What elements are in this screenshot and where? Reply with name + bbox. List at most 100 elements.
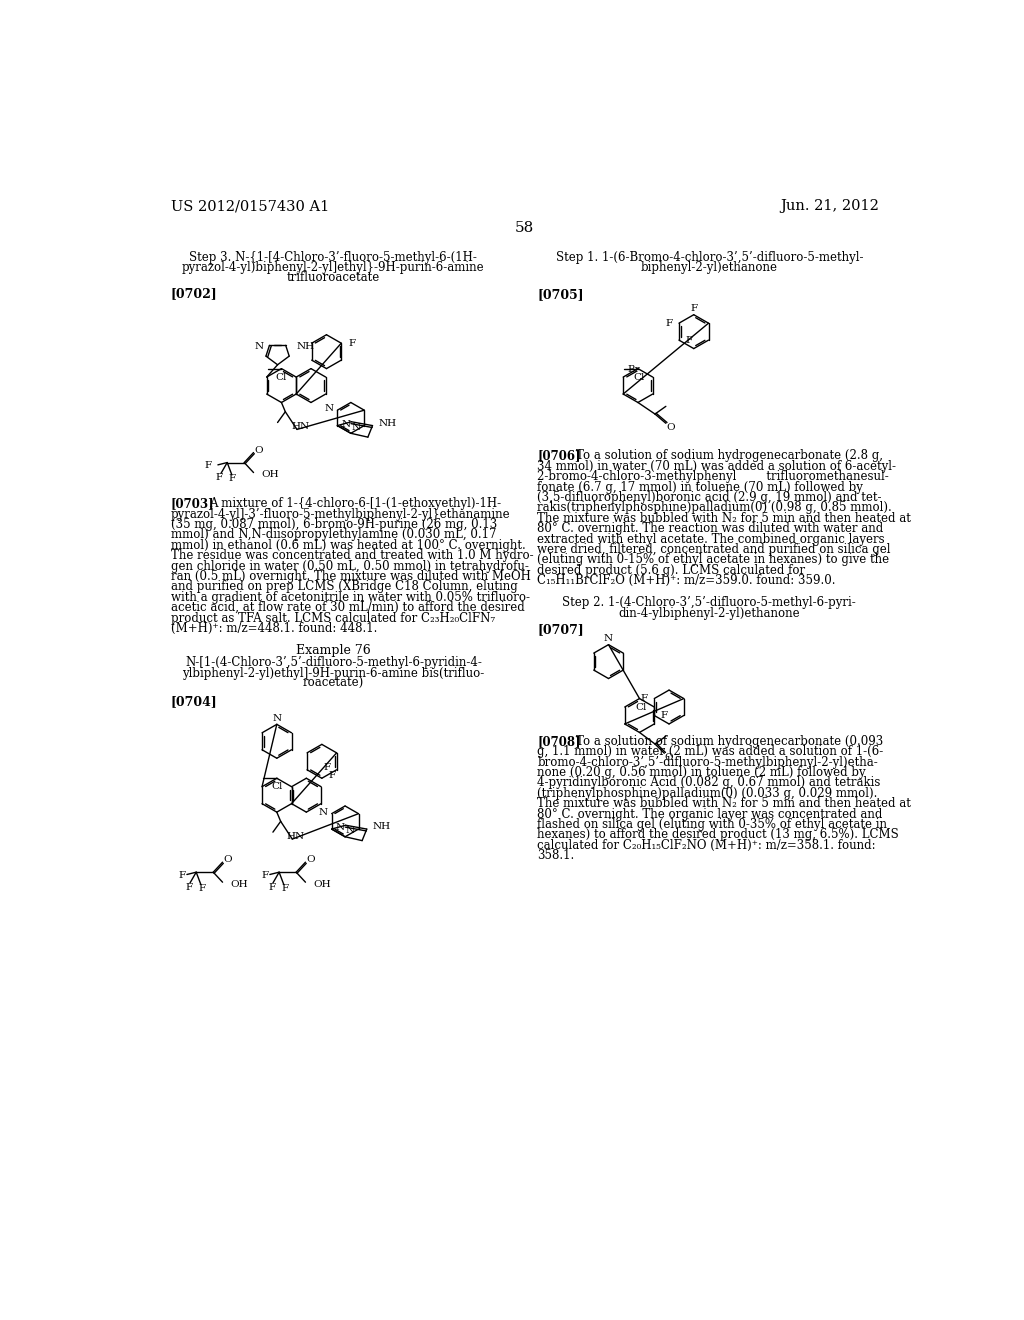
Text: [0702]: [0702]: [171, 286, 217, 300]
Text: g, 1.1 mmol) in water (2 mL) was added a solution of 1-(6-: g, 1.1 mmol) in water (2 mL) was added a…: [538, 744, 884, 758]
Text: OH: OH: [261, 470, 279, 479]
Text: N: N: [351, 422, 360, 432]
Text: bromo-4-chloro-3’,5’-difluoro-5-methylbiphenyl-2-yl)etha-: bromo-4-chloro-3’,5’-difluoro-5-methylbi…: [538, 755, 878, 768]
Text: mmol) and N,N-diisopropylethylamine (0.030 mL, 0.17: mmol) and N,N-diisopropylethylamine (0.0…: [171, 528, 496, 541]
Text: N: N: [345, 826, 354, 836]
Text: N: N: [325, 404, 334, 413]
Text: N: N: [341, 420, 350, 429]
Text: 58: 58: [515, 220, 535, 235]
Text: desired product (5.6 g). LCMS calculated for: desired product (5.6 g). LCMS calculated…: [538, 564, 805, 577]
Text: Cl: Cl: [271, 783, 283, 791]
Text: acetic acid, at flow rate of 30 mL/min) to afford the desired: acetic acid, at flow rate of 30 mL/min) …: [171, 601, 524, 614]
Text: Cl: Cl: [275, 372, 287, 381]
Text: F: F: [324, 763, 331, 772]
Text: ran (0.5 mL) overnight. The mixture was diluted with MeOH: ran (0.5 mL) overnight. The mixture was …: [171, 570, 530, 583]
Text: Step 2. 1-(4-Chloro-3’,5’-difluoro-5-methyl-6-pyri-: Step 2. 1-(4-Chloro-3’,5’-difluoro-5-met…: [562, 597, 856, 609]
Text: F: F: [185, 883, 193, 892]
Text: 2-bromo-4-chloro-3-methylphenyl        trifluoromethanesul-: 2-bromo-4-chloro-3-methylphenyl trifluor…: [538, 470, 889, 483]
Text: F: F: [178, 871, 185, 879]
Text: F: F: [328, 771, 335, 780]
Text: (triphenylphosphine)palladium(0) (0.033 g, 0.029 mmol).: (triphenylphosphine)palladium(0) (0.033 …: [538, 787, 878, 800]
Text: [0708]: [0708]: [538, 735, 581, 747]
Text: Cl: Cl: [634, 372, 645, 381]
Text: trifluoroacetate: trifluoroacetate: [287, 271, 380, 284]
Text: biphenyl-2-yl)ethanone: biphenyl-2-yl)ethanone: [641, 261, 778, 273]
Text: C₁₅H₁₁BrClF₂O (M+H)⁺: m/z=359.0. found: 359.0.: C₁₅H₁₁BrClF₂O (M+H)⁺: m/z=359.0. found: …: [538, 574, 836, 587]
Text: 80° C. overnight. The reaction was diluted with water and: 80° C. overnight. The reaction was dilut…: [538, 523, 884, 535]
Text: 80° C. overnight. The organic layer was concentrated and: 80° C. overnight. The organic layer was …: [538, 808, 883, 821]
Text: HN: HN: [292, 422, 309, 430]
Text: (eluting with 0-15% of ethyl acetate in hexanes) to give the: (eluting with 0-15% of ethyl acetate in …: [538, 553, 889, 566]
Text: (M+H)⁺: m/z=448.1. found: 448.1.: (M+H)⁺: m/z=448.1. found: 448.1.: [171, 622, 377, 635]
Text: mmol) in ethanol (0.6 mL) was heated at 100° C. overnight.: mmol) in ethanol (0.6 mL) was heated at …: [171, 539, 525, 552]
Text: NH: NH: [379, 418, 397, 428]
Text: The mixture was bubbled with N₂ for 5 min and then heated at: The mixture was bubbled with N₂ for 5 mi…: [538, 512, 911, 525]
Text: none (0.20 g, 0.56 mmol) in toluene (2 mL) followed by: none (0.20 g, 0.56 mmol) in toluene (2 m…: [538, 766, 866, 779]
Text: pyrazol-4-yl)biphenyl-2-yl]ethyl}-9H-purin-6-amine: pyrazol-4-yl)biphenyl-2-yl]ethyl}-9H-pur…: [182, 261, 484, 273]
Text: O: O: [306, 855, 315, 865]
Text: fonate (6.7 g, 17 mmol) in toluene (70 mL) followed by: fonate (6.7 g, 17 mmol) in toluene (70 m…: [538, 480, 863, 494]
Text: N-[1-(4-Chloro-3’,5’-difluoro-5-methyl-6-pyridin-4-: N-[1-(4-Chloro-3’,5’-difluoro-5-methyl-6…: [185, 656, 482, 669]
Text: extracted with ethyl acetate. The combined organic layers: extracted with ethyl acetate. The combin…: [538, 533, 885, 545]
Text: NH: NH: [373, 822, 391, 832]
Text: 4-pyridinylboronic Acid (0.082 g, 0.67 mmol) and tetrakis: 4-pyridinylboronic Acid (0.082 g, 0.67 m…: [538, 776, 881, 789]
Text: Jun. 21, 2012: Jun. 21, 2012: [780, 199, 879, 213]
Text: and purified on prep LCMS (XBridge C18 Column, eluting: and purified on prep LCMS (XBridge C18 C…: [171, 581, 517, 594]
Text: N: N: [272, 714, 282, 722]
Text: (35 mg, 0.087 mmol), 6-bromo-9H-purine (26 mg, 0.13: (35 mg, 0.087 mmol), 6-bromo-9H-purine (…: [171, 517, 497, 531]
Text: F: F: [685, 335, 692, 345]
Text: Step 3. N-{1-[4-Chloro-3’-fluoro-5-methyl-6-(1H-: Step 3. N-{1-[4-Chloro-3’-fluoro-5-methy…: [189, 251, 477, 264]
Text: ylbiphenyl-2-yl)ethyl]-9H-purin-6-amine bis(trifluo-: ylbiphenyl-2-yl)ethyl]-9H-purin-6-amine …: [182, 667, 484, 680]
Text: OH: OH: [313, 880, 331, 888]
Text: OH: OH: [230, 880, 248, 888]
Text: Cl: Cl: [635, 702, 646, 711]
Text: F: F: [216, 473, 223, 482]
Text: F: F: [641, 694, 648, 704]
Text: F: F: [261, 871, 268, 879]
Text: F: F: [205, 461, 212, 470]
Text: To a solution of sodium hydrogenecarbonate (0.093: To a solution of sodium hydrogenecarbona…: [575, 735, 883, 747]
Text: product as TFA salt. LCMS calculated for C₂₃H₂₀ClFN₇: product as TFA salt. LCMS calculated for…: [171, 611, 495, 624]
Text: with a gradient of acetonitrile in water with 0.05% trifluoro-: with a gradient of acetonitrile in water…: [171, 591, 529, 603]
Text: din-4-ylbiphenyl-2-yl)ethanone: din-4-ylbiphenyl-2-yl)ethanone: [618, 607, 800, 619]
Text: flashed on silica gel (eluting with 0-35% of ethyl acetate in: flashed on silica gel (eluting with 0-35…: [538, 818, 887, 830]
Text: [0707]: [0707]: [538, 623, 584, 636]
Text: pyrazol-4-yl]-3’-fluoro-5-methylbiphenyl-2-yl}ethanamine: pyrazol-4-yl]-3’-fluoro-5-methylbiphenyl…: [171, 508, 510, 520]
Text: F: F: [268, 883, 275, 892]
Text: gen chloride in water (0.50 mL, 0.50 mmol) in tetrahydrofu-: gen chloride in water (0.50 mL, 0.50 mmo…: [171, 560, 528, 573]
Text: roacetate): roacetate): [303, 677, 364, 690]
Text: N: N: [318, 808, 328, 817]
Text: (3,5-difluorophenyl)boronic acid (2.9 g, 19 mmol) and tet-: (3,5-difluorophenyl)boronic acid (2.9 g,…: [538, 491, 882, 504]
Text: The residue was concentrated and treated with 1.0 M hydro-: The residue was concentrated and treated…: [171, 549, 534, 562]
Text: 34 mmol) in water (70 mL) was added a solution of 6-acetyl-: 34 mmol) in water (70 mL) was added a so…: [538, 459, 896, 473]
Text: F: F: [228, 474, 236, 483]
Text: F: F: [348, 339, 355, 347]
Text: O: O: [667, 424, 675, 433]
Text: [0706]: [0706]: [538, 449, 581, 462]
Text: Step 1. 1-(6-Bromo-4-chloro-3’,5’-difluoro-5-methyl-: Step 1. 1-(6-Bromo-4-chloro-3’,5’-difluo…: [555, 251, 863, 264]
Text: F: F: [666, 318, 673, 327]
Text: [0703]: [0703]: [171, 498, 214, 511]
Text: N: N: [336, 824, 345, 832]
Text: NH: NH: [297, 342, 314, 351]
Text: O: O: [255, 446, 263, 454]
Text: 358.1.: 358.1.: [538, 849, 574, 862]
Text: F: F: [690, 304, 697, 313]
Text: HN: HN: [287, 833, 305, 841]
Text: N: N: [604, 634, 613, 643]
Text: rakis(triphenylphosphine)palladium(0) (0.98 g, 0.85 mmol).: rakis(triphenylphosphine)palladium(0) (0…: [538, 502, 892, 515]
Text: The mixture was bubbled with N₂ for 5 min and then heated at: The mixture was bubbled with N₂ for 5 mi…: [538, 797, 911, 810]
Text: O: O: [665, 754, 673, 763]
Text: N: N: [255, 342, 264, 351]
Text: hexanes) to afford the desired product (13 mg, 6.5%). LCMS: hexanes) to afford the desired product (…: [538, 829, 899, 841]
Text: F: F: [199, 884, 206, 892]
Text: Br: Br: [627, 364, 640, 374]
Text: A mixture of 1-{4-chloro-6-[1-(1-ethoxyethyl)-1H-: A mixture of 1-{4-chloro-6-[1-(1-ethoxye…: [209, 498, 502, 511]
Text: calculated for C₂₀H₁₅ClF₂NO (M+H)⁺: m/z=358.1. found:: calculated for C₂₀H₁₅ClF₂NO (M+H)⁺: m/z=…: [538, 838, 876, 851]
Text: O: O: [223, 855, 232, 865]
Text: Example 76: Example 76: [296, 644, 371, 657]
Text: F: F: [660, 711, 668, 719]
Text: [0705]: [0705]: [538, 288, 584, 301]
Text: [0704]: [0704]: [171, 696, 217, 708]
Text: US 2012/0157430 A1: US 2012/0157430 A1: [171, 199, 329, 213]
